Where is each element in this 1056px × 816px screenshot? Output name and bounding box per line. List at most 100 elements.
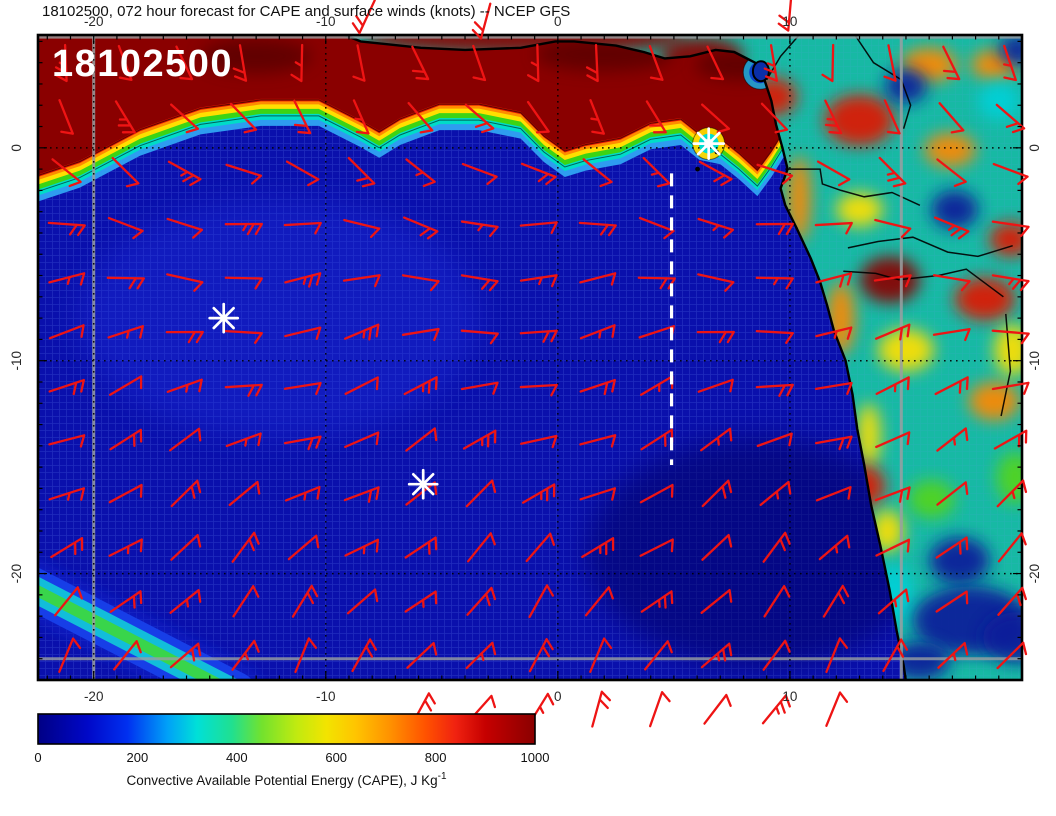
wind-barb	[284, 272, 322, 288]
wind-barb	[997, 532, 1027, 563]
wind-barb	[883, 44, 897, 82]
wind-barb	[526, 43, 540, 83]
wind-barb	[991, 220, 1030, 238]
wind-barb	[579, 324, 616, 340]
wind-barb	[294, 637, 318, 674]
wind-barb	[760, 102, 789, 134]
wind-barb	[825, 691, 849, 727]
wind-barb	[343, 218, 381, 239]
wind-barb	[701, 533, 733, 561]
wind-barb	[54, 43, 68, 83]
wind-barb	[411, 45, 430, 81]
wind-barb	[344, 376, 379, 395]
wind-barb	[461, 162, 498, 186]
wind-barb	[460, 274, 499, 292]
wind-barb	[642, 156, 671, 188]
wind-barb	[816, 160, 851, 187]
wind-barb	[525, 532, 556, 563]
wind-barb	[700, 427, 733, 452]
wind-barb	[114, 100, 136, 134]
wind-barb	[589, 99, 605, 135]
colorbar-tick-label: 200	[127, 750, 149, 765]
axis-tick-layer	[38, 35, 1023, 681]
wind-barb	[225, 432, 262, 448]
wind-barb	[48, 487, 86, 501]
wind-barb	[934, 376, 969, 396]
asterisk-marker	[407, 468, 439, 500]
wind-barb	[935, 590, 969, 613]
wind-barb	[167, 160, 202, 187]
wind-barb	[520, 162, 557, 186]
wind-barb	[878, 156, 907, 188]
x-axis-label-top: 10	[782, 14, 797, 29]
x-axis-label-top: -20	[84, 14, 104, 29]
wind-barb	[175, 45, 194, 81]
y-axis-label-left: -10	[9, 351, 24, 371]
wind-barb	[874, 218, 912, 239]
wind-barb	[231, 639, 260, 671]
wind-barb	[170, 479, 202, 508]
y-axis-label-right: 0	[1027, 144, 1042, 152]
wind-barb	[460, 381, 499, 395]
wind-barb	[51, 158, 82, 188]
wind-barb	[58, 99, 74, 135]
wind-barb	[352, 99, 370, 135]
wind-barb	[993, 429, 1028, 450]
wind-barb	[464, 103, 495, 134]
wind-barb	[996, 641, 1028, 670]
wind-barb	[815, 485, 852, 502]
wind-barb	[48, 272, 86, 286]
wind-barb	[526, 100, 550, 134]
wind-barb	[589, 637, 613, 673]
wind-barb	[645, 100, 667, 134]
bioko-island	[751, 60, 770, 83]
wind-barb	[579, 272, 617, 286]
wind-barb	[755, 276, 794, 290]
wind-barb	[166, 273, 204, 292]
wind-barb	[648, 44, 664, 81]
wind-barb	[756, 163, 794, 185]
wind-barb	[402, 216, 439, 240]
run-timestamp-label: 18102500	[52, 43, 233, 85]
wind-barb	[991, 274, 1030, 292]
wind-barb	[936, 158, 967, 188]
wind-barb	[875, 376, 910, 395]
wind-barb	[700, 588, 733, 614]
wind-barb	[108, 483, 143, 504]
wind-barb	[640, 590, 674, 613]
wind-barb	[936, 481, 969, 506]
wind-barb	[706, 45, 725, 81]
wind-barb	[225, 163, 263, 185]
wind-barb	[578, 221, 617, 237]
wind-barb	[701, 103, 731, 134]
wind-barb	[579, 434, 617, 448]
wind-barb	[48, 324, 85, 340]
wind-barb	[528, 638, 554, 673]
wind-barb	[107, 216, 144, 240]
wind-barb	[404, 590, 438, 613]
wind-barb	[460, 329, 499, 345]
wind-barb	[873, 274, 912, 288]
wind-barb	[875, 538, 911, 557]
wind-barb	[352, 44, 366, 82]
wind-barb	[759, 480, 792, 507]
plot-border	[36, 33, 1024, 682]
land-cape-cell	[998, 35, 1022, 65]
wind-barb	[283, 381, 322, 396]
wind-barb	[824, 99, 843, 135]
asterisk-marker	[692, 127, 726, 160]
wind-barb-layer	[47, 0, 1030, 728]
wind-barb	[228, 480, 261, 507]
wind-barb	[169, 427, 202, 452]
wind-barb	[58, 637, 82, 673]
wind-barb	[815, 326, 853, 340]
country-border	[785, 168, 921, 206]
land-cape-cell	[924, 132, 976, 167]
wind-barb	[761, 694, 791, 725]
wind-barb	[874, 323, 911, 341]
land-cape-cell	[977, 81, 1020, 121]
x-axis-label-bottom: -20	[84, 689, 104, 704]
wind-barb	[462, 429, 497, 450]
colorbar-tick-label: 400	[226, 750, 248, 765]
sao-tome-island	[695, 166, 700, 172]
